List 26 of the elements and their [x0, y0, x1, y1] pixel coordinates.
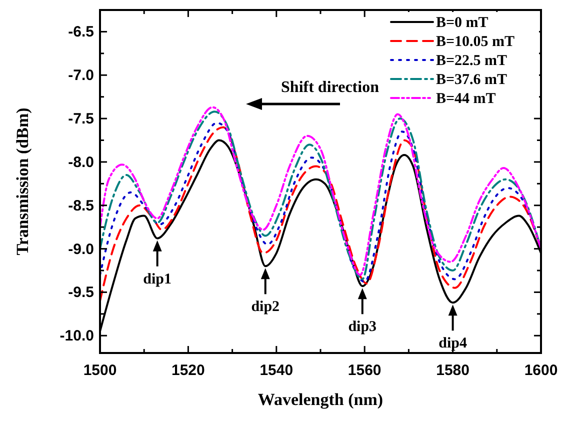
annotation: dip4 — [438, 336, 468, 352]
x-tick-label: 1580 — [436, 362, 470, 379]
x-tick-label: 1560 — [348, 362, 382, 379]
annotation: dip1 — [143, 271, 172, 288]
annotation: dip3 — [348, 319, 377, 336]
legend-label: B=37.6 mT — [436, 72, 508, 88]
y-tick-label: -8.0 — [68, 154, 94, 171]
x-tick-label: 1540 — [260, 362, 294, 379]
legend-label: B=0 mT — [436, 15, 488, 31]
y-tick-label: -6.5 — [68, 24, 94, 41]
annotation: dip2 — [251, 299, 280, 316]
y-tick-label: -9.0 — [68, 240, 94, 258]
y-tick-label: -7.0 — [68, 67, 94, 84]
y-tick-label: -7.5 — [68, 110, 94, 128]
y-axis-title: Transmission (dBm) — [13, 108, 32, 256]
x-tick-label: 1600 — [524, 362, 558, 379]
x-tick-label: 1520 — [172, 362, 205, 379]
x-tick-label: 1500 — [83, 362, 117, 379]
x-axis-title: Wavelength (nm) — [258, 390, 384, 409]
y-tick-label: -10.0 — [60, 328, 94, 345]
legend-label: B=44 mT — [436, 91, 496, 107]
y-tick-label: -8.5 — [68, 197, 94, 214]
annotation: Shift direction — [281, 79, 380, 96]
y-tick-label: -9.5 — [68, 284, 94, 302]
legend-label: B=10.05 mT — [436, 34, 515, 50]
legend-label: B=22.5 mT — [436, 53, 508, 69]
